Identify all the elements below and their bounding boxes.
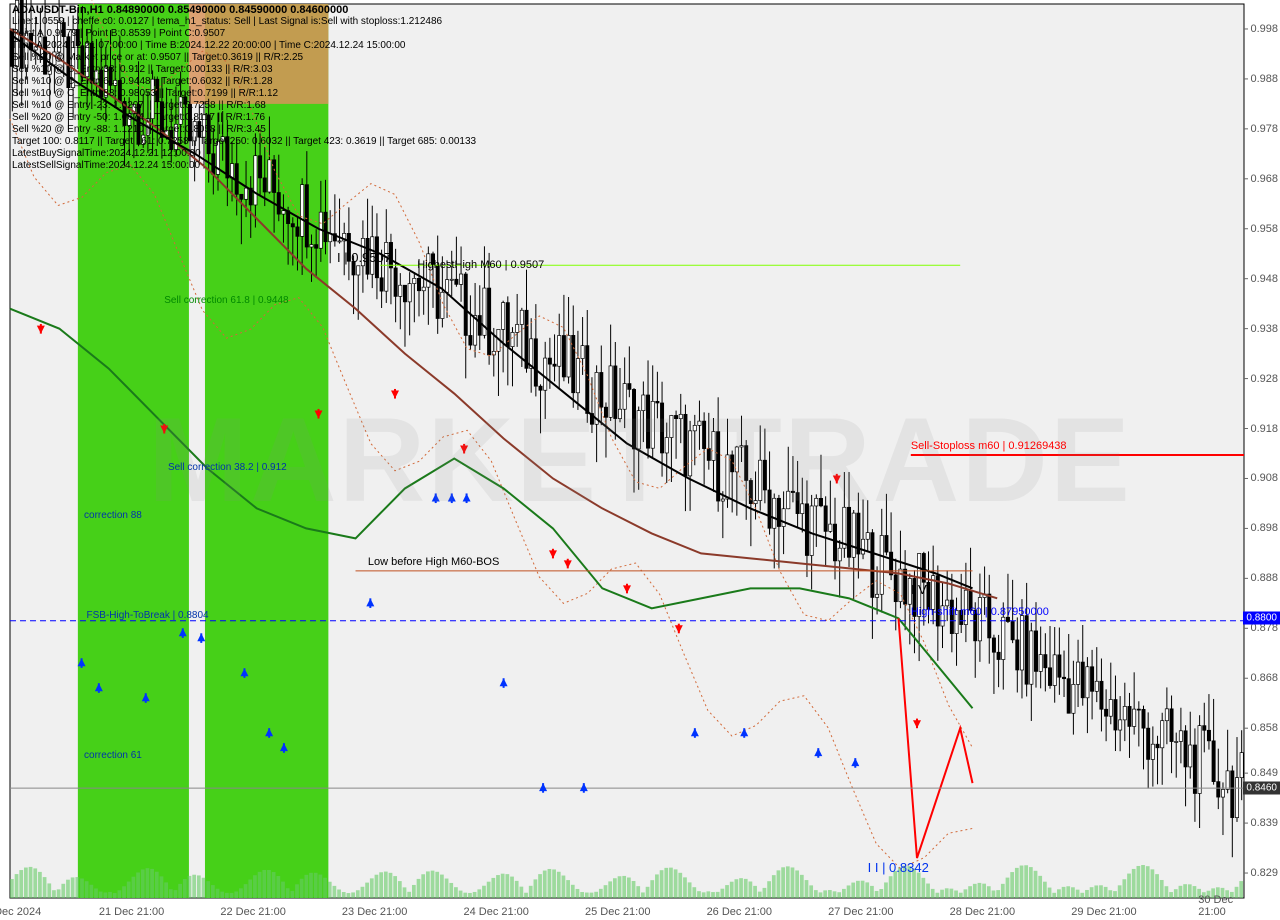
chart-annotation: I | 0.9507 [337,250,391,265]
info-line: LatestSellSignalTime:2024.12.24 15:00:00 [12,160,200,172]
y-axis-tick-label: 0.998 [1250,23,1278,35]
y-axis-tick-label: 0.868 [1250,672,1278,684]
info-line: Sell %10 @ Entry -23: 1.0207 || Target:0… [12,100,266,112]
chart-annotation: Sell correction 38.2 | 0.912 [168,462,287,473]
info-line: Sell %20 @ Entry -88: 1.1210 || Target:0… [12,124,266,136]
info-line: Time A:2024.12.21 07:00:00 | Time B:2024… [12,40,405,52]
y-axis-tick-label: 0.958 [1250,223,1278,235]
info-line: LatestBuySignalTime:2024.12.21 12:00:00 [12,148,201,160]
info-line: Target 100: 0.8117 || Target 161: 0.7258… [12,136,476,148]
x-axis-tick-label: 22 Dec 21:00 [220,906,285,918]
y-axis-tick-label: 0.988 [1250,73,1278,85]
chart-container[interactable]: MARKET TRADE ADAUSDT-Bin,H1 0.84890000 0… [0,0,1280,920]
x-axis-tick-label: 25 Dec 21:00 [585,906,650,918]
y-axis-tick-label: 0.918 [1250,423,1278,435]
y-axis-tick-label: 0.938 [1250,323,1278,335]
x-axis-tick-label: 30 Dec 21:00 [1198,894,1253,918]
chart-annotation: Sell correction 61.8 | 0.9448 [164,295,288,306]
y-axis-tick-label: 0.888 [1250,572,1278,584]
y-axis-tick-label: 0.898 [1250,522,1278,534]
info-line: Sell %10 @ C_Entry38: 0.912 || Target:0.… [12,64,273,76]
chart-annotation: I V [911,582,927,597]
chart-annotation: I I | 0.8342 [868,860,929,875]
price-tag: 0.8800 [1243,612,1280,625]
info-line: Point A:0.9979 | Point B:0.8539 | Point … [12,28,225,40]
x-axis-tick-label: 29 Dec 21:00 [1071,906,1136,918]
chart-annotation: High-shift m60 | 0.87950000 [911,606,1049,618]
chart-annotation: correction 61 [84,750,142,761]
x-axis-tick-label: 21 Dec 21:00 [99,906,164,918]
y-axis-tick-label: 0.978 [1250,123,1278,135]
chart-annotation: correction 88 [84,510,142,521]
info-line: Sell %20 @ Market price or at: 0.9507 ||… [12,52,303,64]
chart-annotation: Sell-Stoploss m60 | 0.91269438 [911,440,1067,452]
y-axis-tick-label: 0.829 [1250,867,1278,879]
y-axis-tick-label: 0.928 [1250,373,1278,385]
price-tag: 0.8460 [1243,782,1280,795]
x-axis-tick-label: 27 Dec 21:00 [828,906,893,918]
y-axis-tick-label: 0.858 [1250,722,1278,734]
x-axis-tick-label: 23 Dec 21:00 [342,906,407,918]
y-axis-tick-label: 0.908 [1250,472,1278,484]
info-line: Line:1.0559 | cheffe c0: 0.0127 | tema_h… [12,16,442,28]
info-line: Sell %10 @ C_Entry61: 0.9448 || Target:0… [12,76,273,88]
y-axis-tick-label: 0.948 [1250,273,1278,285]
y-axis-tick-label: 0.839 [1250,817,1278,829]
x-axis-tick-label: 24 Dec 21:00 [463,906,528,918]
x-axis-tick-label: 20 Dec 2024 [0,906,41,918]
x-axis-tick-label: 28 Dec 21:00 [950,906,1015,918]
chart-annotation: HighestHigh M60 | 0.9507 [417,259,544,271]
x-axis-tick-label: 26 Dec 21:00 [707,906,772,918]
y-axis-tick-label: 0.849 [1250,767,1278,779]
info-line: Sell %20 @ Entry -50: 1.0674 || Target:0… [12,112,265,124]
chart-annotation: FSB-High-ToBreak | 0.8804 [87,610,209,621]
y-axis-tick-label: 0.968 [1250,173,1278,185]
chart-annotation: Low before High M60-BOS [368,556,499,568]
ohlc-header: ADAUSDT-Bin,H1 0.84890000 0.85490000 0.8… [12,4,348,16]
info-line: Sell %10 @ C_Entry88: 0.98053 || Target:… [12,88,278,100]
